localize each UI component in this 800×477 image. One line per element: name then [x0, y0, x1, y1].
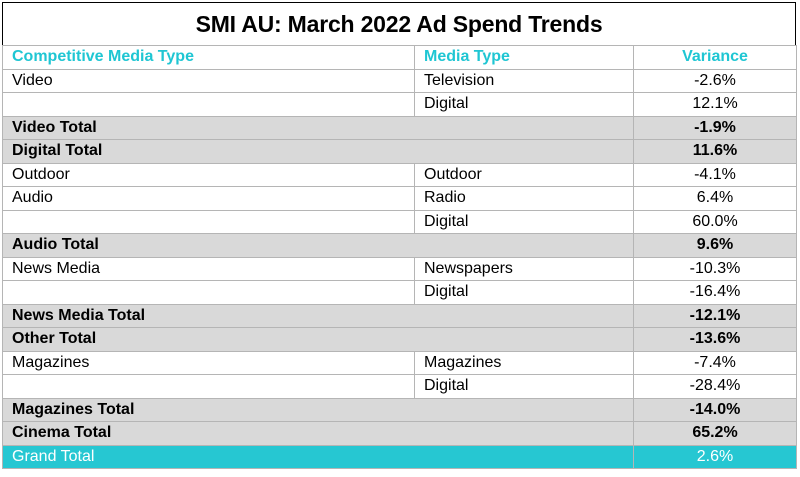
variance-cell: 60.0% [633, 209, 797, 234]
table-body: Competitive Media Type Media Type Varian… [2, 45, 797, 469]
competitive-media-type-cell [2, 280, 415, 305]
table-row: Audio Radio 6.4% [2, 186, 797, 211]
total-variance-cell: 65.2% [633, 421, 797, 446]
table-row: Video Television -2.6% [2, 68, 797, 93]
media-type-cell: Outdoor [414, 162, 634, 187]
competitive-media-type-cell: Video [2, 68, 415, 93]
table-row: Digital -28.4% [2, 374, 797, 399]
competitive-media-type-cell [2, 92, 415, 117]
competitive-media-type-cell: News Media [2, 256, 415, 281]
competitive-media-type-cell: Audio [2, 186, 415, 211]
competitive-media-type-cell: Magazines [2, 350, 415, 375]
media-type-cell: Television [414, 68, 634, 93]
total-row: Video Total -1.9% [2, 115, 797, 140]
table-row: Magazines Magazines -7.4% [2, 350, 797, 375]
total-label-cell: Grand Total [2, 444, 634, 469]
header-competitive-media-type: Competitive Media Type [2, 45, 415, 70]
variance-cell: -2.6% [633, 68, 797, 93]
table-header-row: Competitive Media Type Media Type Varian… [2, 45, 797, 70]
total-variance-cell: -13.6% [633, 327, 797, 352]
competitive-media-type-cell [2, 374, 415, 399]
variance-cell: -10.3% [633, 256, 797, 281]
header-variance: Variance [633, 45, 797, 70]
competitive-media-type-cell: Outdoor [2, 162, 415, 187]
media-type-cell: Digital [414, 374, 634, 399]
table-row: Outdoor Outdoor -4.1% [2, 162, 797, 187]
variance-cell: -16.4% [633, 280, 797, 305]
table-row: Digital 60.0% [2, 209, 797, 234]
total-variance-cell: -14.0% [633, 397, 797, 422]
total-variance-cell: 11.6% [633, 139, 797, 164]
total-label-cell: Audio Total [2, 233, 634, 258]
total-label-cell: News Media Total [2, 303, 634, 328]
header-media-type: Media Type [414, 45, 634, 70]
variance-cell: -7.4% [633, 350, 797, 375]
total-variance-cell: -12.1% [633, 303, 797, 328]
competitive-media-type-cell [2, 209, 415, 234]
total-row: Cinema Total 65.2% [2, 421, 797, 446]
media-type-cell: Digital [414, 92, 634, 117]
total-row: Digital Total 11.6% [2, 139, 797, 164]
variance-cell: -4.1% [633, 162, 797, 187]
variance-cell: -28.4% [633, 374, 797, 399]
table-row: News Media Newspapers -10.3% [2, 256, 797, 281]
grand-total-row: Grand Total 2.6% [2, 444, 797, 469]
media-type-cell: Magazines [414, 350, 634, 375]
media-type-cell: Radio [414, 186, 634, 211]
total-label-cell: Magazines Total [2, 397, 634, 422]
ad-spend-report: SMI AU: March 2022 Ad Spend Trends Compe… [2, 2, 797, 469]
total-variance-cell: 9.6% [633, 233, 797, 258]
total-label-cell: Digital Total [2, 139, 634, 164]
media-type-cell: Newspapers [414, 256, 634, 281]
total-label-cell: Cinema Total [2, 421, 634, 446]
total-variance-cell: 2.6% [633, 444, 797, 469]
total-row: Magazines Total -14.0% [2, 397, 797, 422]
media-type-cell: Digital [414, 280, 634, 305]
table-row: Digital -16.4% [2, 280, 797, 305]
media-type-cell: Digital [414, 209, 634, 234]
variance-cell: 6.4% [633, 186, 797, 211]
report-title: SMI AU: March 2022 Ad Spend Trends [2, 2, 796, 45]
total-row: Other Total -13.6% [2, 327, 797, 352]
total-label-cell: Other Total [2, 327, 634, 352]
variance-cell: 12.1% [633, 92, 797, 117]
table-row: Digital 12.1% [2, 92, 797, 117]
total-label-cell: Video Total [2, 115, 634, 140]
total-row: Audio Total 9.6% [2, 233, 797, 258]
total-variance-cell: -1.9% [633, 115, 797, 140]
ad-spend-table: Competitive Media Type Media Type Varian… [2, 45, 797, 469]
total-row: News Media Total -12.1% [2, 303, 797, 328]
